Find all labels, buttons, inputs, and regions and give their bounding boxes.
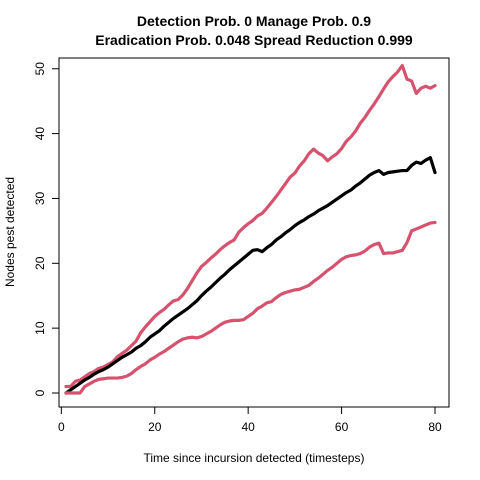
mean-line	[64, 155, 437, 395]
x-tick-label: 80	[428, 420, 442, 434]
chart-title-line1: Detection Prob. 0 Manage Prob. 0.9	[137, 13, 371, 29]
upper-bound-line	[64, 63, 437, 389]
x-axis: 0 20 40 60 80	[58, 406, 442, 434]
y-tick-label: 20	[33, 256, 47, 270]
y-tick-label: 40	[33, 127, 47, 141]
x-tick-label: 60	[335, 420, 349, 434]
y-axis-label: Nodes pest detected	[3, 177, 17, 287]
y-axis: 0 10 20 30 40 50	[33, 62, 60, 396]
y-tick-label: 0	[33, 389, 47, 396]
y-tick-label: 10	[33, 321, 47, 335]
y-tick-label: 30	[33, 191, 47, 205]
lower-bound-line	[64, 220, 437, 395]
x-tick-label: 40	[241, 420, 255, 434]
x-axis-label: Time since incursion detected (timesteps…	[144, 451, 365, 465]
x-tick-label: 0	[58, 420, 65, 434]
series-layer	[64, 63, 437, 395]
chart-title-line2: Eradication Prob. 0.048 Spread Reduction…	[95, 32, 413, 48]
x-tick-label: 20	[148, 420, 162, 434]
y-tick-label: 50	[33, 62, 47, 76]
